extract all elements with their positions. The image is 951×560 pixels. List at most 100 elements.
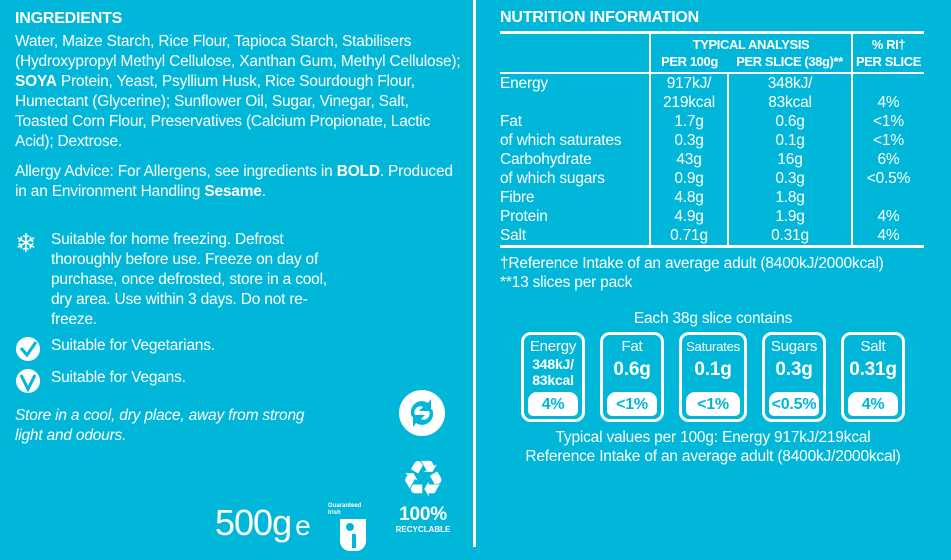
fop-box-sugars: Sugars 0.3g <0.5% (762, 332, 826, 422)
cell-perslice: 0.31g (727, 226, 852, 247)
nutrition-row: Fat 1.7g 0.6g <1% (500, 112, 924, 131)
snowflake-icon: ❄ (15, 228, 37, 258)
allergen-soya: SOYA (15, 73, 57, 90)
freezing-info: ❄ Suitable for home freezing. Defrost th… (15, 230, 465, 330)
fop-percent: <1% (686, 392, 740, 416)
nutrition-row: Carbohydrate 43g 16g 6% (500, 150, 924, 169)
fop-nutrient: Sugars (770, 338, 818, 355)
cell-ri (851, 188, 924, 207)
allergen-sesame: Sesame (204, 183, 262, 200)
cell-label: of which sugars (500, 170, 605, 187)
fop-footer: Typical values per 100g: Energy 917kJ/21… (500, 428, 926, 466)
recycle-icon: ♻ (400, 451, 446, 507)
recyclable-badge: ♻ 100% RECYCLABLE (390, 453, 456, 535)
cell-per100: 4.9g (649, 207, 728, 226)
cell-ri: <1% (851, 131, 924, 150)
cell-ri: 4% (851, 226, 924, 247)
fop-boxes: Energy 348kJ/ 83kcal 4% Fat 0.6g <1% Saturates… (500, 332, 926, 422)
nutrition-row: 219kcal 83kcal 4% (500, 93, 924, 112)
cell-per100: 4.8g (649, 188, 728, 207)
nutrition-table: TYPICAL ANALYSIS % RI† PER 100g PER SLIC… (500, 31, 924, 248)
nutrition-row: Protein 4.9g 1.9g 4% (500, 207, 924, 226)
recyclable-percent: 100% (399, 504, 447, 525)
fop-percent: <0.5% (769, 392, 819, 416)
nutrition-title: NUTRITION INFORMATION (500, 9, 700, 26)
cell-per100: 0.3g (649, 131, 728, 150)
cell-ri: <1% (851, 112, 924, 131)
vegan-v-icon (16, 369, 40, 393)
storage-text: Store in a cool, dry place, away from st… (15, 407, 305, 444)
cell-label: Fibre (500, 189, 535, 206)
cell-ri: 6% (851, 150, 924, 169)
column-divider (473, 0, 476, 547)
nutrition-panel: NUTRITION INFORMATION TYPICAL ANALYSIS %… (500, 9, 926, 466)
fop-value: 0.31g (849, 359, 897, 380)
cell-label: of which saturates (500, 132, 622, 149)
cell-per100: 0.71g (649, 226, 728, 247)
cell-label: Energy (500, 75, 548, 92)
fop-title: Each 38g slice contains (633, 310, 793, 327)
fop-value: 0.3g (775, 359, 813, 380)
ingredients-title: INGREDIENTS (15, 10, 123, 27)
fop-value: 348kJ/ 83kcal (532, 356, 574, 388)
cell-perslice: 0.6g (727, 112, 852, 131)
guaranteed-irish-logo: Guaranteed Irish (328, 503, 370, 558)
header-blank (500, 32, 650, 74)
vegetarian-info: Suitable for Vegetarians. (15, 336, 465, 362)
freezing-text: Suitable for home freezing. Defrost thor… (51, 231, 327, 328)
cell-per100: 43g (649, 150, 728, 169)
fop-box-fat: Fat 0.6g <1% (600, 332, 664, 422)
cell-ri: 4% (851, 93, 924, 112)
weight-block: 500g e (215, 502, 311, 546)
cell-per100: 219kcal (649, 93, 728, 112)
cell-ri (851, 73, 924, 93)
vegetarian-text: Suitable for Vegetarians. (51, 337, 215, 354)
allergy-text: Allergy Advice: For Allergens, see ingre… (15, 163, 337, 180)
vegan-info: Suitable for Vegans. (15, 368, 465, 394)
cell-label: Fat (500, 113, 522, 130)
nutrition-row: Energy 917kJ/348kJ/ (500, 73, 924, 93)
nutrition-row: Fibre 4.8g 1.8g (500, 188, 924, 207)
cell-label (500, 93, 650, 112)
header-ri-perslice: PER SLICE (851, 53, 924, 74)
cell-per100: 0.9g (649, 169, 728, 188)
fop-box-saturates: Saturates 0.1g <1% (679, 332, 747, 422)
fop-nutrient: Salt (860, 338, 886, 355)
header-ri: % RI† (851, 32, 924, 53)
cell-perslice: 1.9g (727, 207, 852, 226)
allergy-text: . Produced in an Environment Handling (15, 163, 453, 200)
cell-perslice: 0.3g (727, 169, 852, 188)
fop-percent: 4% (848, 392, 898, 416)
fop-value: 0.6g (613, 359, 651, 380)
allergy-advice: Allergy Advice: For Allergens, see ingre… (15, 162, 465, 202)
cell-perslice: 348kJ/ (727, 73, 852, 93)
cell-perslice: 1.8g (727, 188, 852, 207)
vegan-text: Suitable for Vegans. (51, 369, 186, 386)
cell-ri: <0.5% (851, 169, 924, 188)
nutrition-row: of which saturates 0.3g 0.1g <1% (500, 131, 924, 150)
cell-label: Salt (500, 227, 526, 244)
header-typical: TYPICAL ANALYSIS (649, 32, 852, 53)
net-weight: 500g (215, 502, 292, 543)
cell-per100: 1.7g (649, 112, 728, 131)
fop-nutrient: Saturates (686, 339, 740, 354)
cell-perslice: 16g (727, 150, 852, 169)
fop-box-salt: Salt 0.31g 4% (841, 332, 905, 422)
guaranteed-irish-text: Guaranteed Irish (328, 503, 362, 516)
ingredients-part: Water, Maize Starch, Rice Flour, Tapioca… (15, 33, 461, 70)
fop-value: 0.1g (694, 359, 732, 380)
ingredients-part: Protein, Yeast, Psyllium Husk, Rice Sour… (15, 73, 431, 150)
nutrition-row: Salt 0.71g 0.31g 4% (500, 226, 924, 247)
allergy-bold: BOLD (336, 163, 380, 180)
footnotes: †Reference Intake of an average adult (8… (500, 254, 926, 292)
fop-nutrient: Energy (529, 338, 577, 355)
cell-label: Protein (500, 208, 548, 225)
green-dot-icon (399, 390, 445, 436)
cell-ri: 4% (851, 207, 924, 226)
fop-typical: Typical values per 100g: Energy 917kJ/21… (555, 429, 871, 446)
recyclable-label: RECYCLABLE (395, 525, 451, 534)
header-per100: PER 100g (649, 53, 728, 74)
fop-nutrient: Fat (621, 338, 643, 355)
ingredients-text: Water, Maize Starch, Rice Flour, Tapioca… (15, 32, 465, 152)
footnote-ri: †Reference Intake of an average adult (8… (500, 255, 884, 272)
